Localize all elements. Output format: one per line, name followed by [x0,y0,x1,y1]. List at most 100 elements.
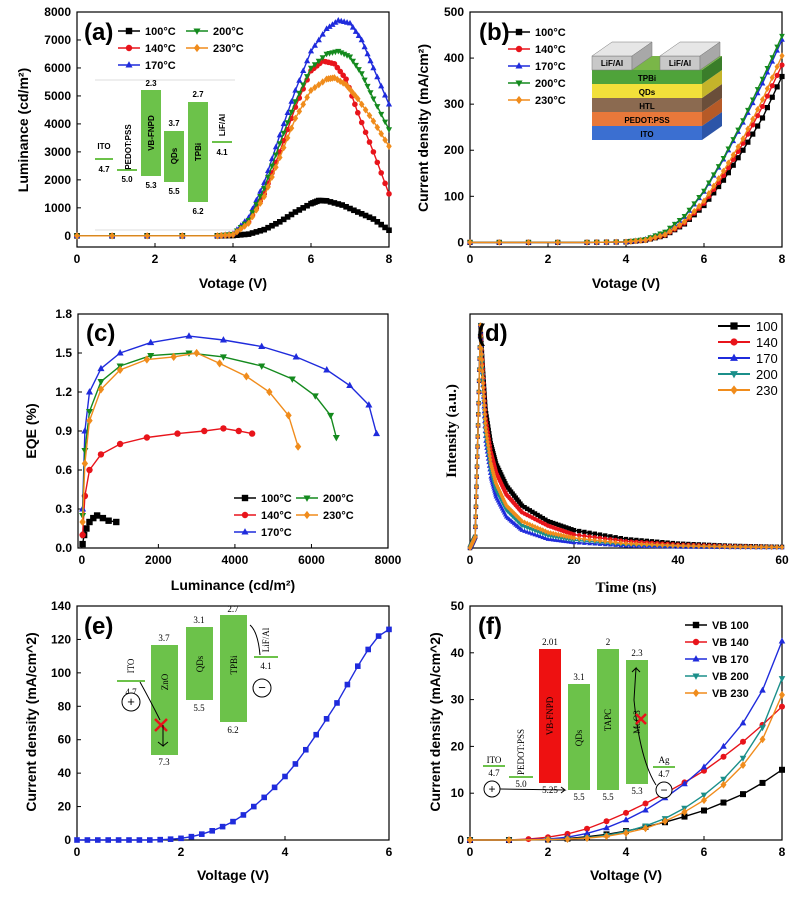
data-point [479,351,484,357]
data-point [739,755,747,762]
data-point [327,412,335,420]
x-tick-label: 4 [230,252,237,266]
data-point [710,172,717,178]
data-point [480,380,486,386]
panel-f-tag: (f) [478,613,502,640]
data-point [374,73,381,80]
data-point [170,352,177,362]
inset-e-tpbi-bar [220,615,247,722]
x-tick-label: 8 [779,252,786,266]
inset-f-ito-name: ITO [487,755,502,765]
y-tick-label: 400 [444,51,464,65]
legend-label: VB 170 [712,654,749,666]
data-point [700,763,708,770]
data-point [319,55,326,61]
data-point [577,528,582,534]
inset-e-zno-bottom: 7.3 [158,757,170,767]
data-point [764,544,769,551]
inset-e-qds-bottom: 5.5 [193,703,205,713]
data-point [505,504,511,511]
data-point [358,119,365,126]
legend-label: 100°C [145,26,176,38]
panel-d-tag: (d) [477,320,508,347]
inset-b-htl-side [702,84,722,112]
data-point [759,725,766,732]
data-point [294,442,302,451]
data-point [519,527,525,532]
data-point [346,84,352,92]
inset-a-vbfnpd-bottom: 5.3 [145,181,157,190]
data-point [671,221,678,228]
x-tick-label: 4000 [222,553,249,567]
data-point [535,532,541,538]
data-point [474,483,479,490]
data-point [649,541,655,548]
inset-e-arrow-icon [157,725,169,748]
data-point [315,36,322,43]
inset-f-cathode-icon [655,781,673,799]
data-point [366,139,373,145]
data-point [481,384,486,391]
inset-b-device-stack: ITO PEDOT:PSS HTL QDs TPBi LiF/Al LiF/Al [591,41,722,140]
inset-f-moo3-top: 2.3 [631,648,643,658]
legend-marker [730,353,738,361]
panel-a-plot [73,17,393,240]
data-point [366,111,373,120]
data-point [561,524,566,529]
data-point [545,835,551,844]
data-point [288,376,296,383]
data-point [535,525,540,531]
panel-f-axes: 0 2 4 6 8 0 10 20 30 40 50 [451,599,786,859]
data-point [525,239,532,246]
panel-c-axes: 0 2000 4000 6000 8000 0.0 0.3 0.6 0.9 1.2 1.5 1.8 [55,307,401,567]
data-point [296,77,303,83]
data-point [285,411,292,420]
legend-marker [730,338,738,346]
data-point [475,453,480,460]
data-point [79,517,86,527]
panel-b-xlabel: Votage (V) [592,275,660,291]
data-point [774,63,780,71]
inset-e-energy-diagram: 4.7 ITO 3.7 ZnO 7.3 3.1 QDs 5.5 2.7 TPBi… [117,604,278,767]
data-point [527,530,533,535]
data-point [660,542,665,548]
data-point [230,231,236,239]
legend-label: 140°C [145,43,176,55]
data-point [241,222,248,230]
data-point [358,36,365,43]
data-point [769,74,775,82]
data-point [618,535,623,541]
data-point [337,68,344,75]
panel-e-xlabel: Voltage (V) [197,867,269,883]
panel-b-ylabel: Current density (mA/cm²) [415,44,431,212]
data-point [696,202,702,210]
data-point [201,427,208,435]
panel-e-tag: (e) [84,613,113,640]
data-point [587,536,592,543]
inset-e-qds-name: QDs [195,655,205,672]
data-point [571,532,577,537]
data-point [277,219,283,225]
data-point [334,700,340,706]
data-point [720,742,727,749]
inset-e-qds-top: 3.1 [193,615,204,625]
y-tick-label: 20 [58,800,72,814]
data-point [745,107,751,114]
data-point [374,159,381,166]
data-point [642,800,649,807]
data-point [235,427,242,435]
data-point [735,155,741,161]
data-point [522,505,527,510]
data-point [483,428,489,435]
data-point [540,515,545,521]
data-point [311,42,318,48]
legend-marker [692,673,700,680]
data-point [276,141,283,147]
data-point [362,106,369,114]
x-tick-label: 2 [545,845,552,859]
legend-marker [303,495,311,502]
data-point [473,523,478,530]
data-point [759,76,766,82]
data-point [722,543,727,550]
